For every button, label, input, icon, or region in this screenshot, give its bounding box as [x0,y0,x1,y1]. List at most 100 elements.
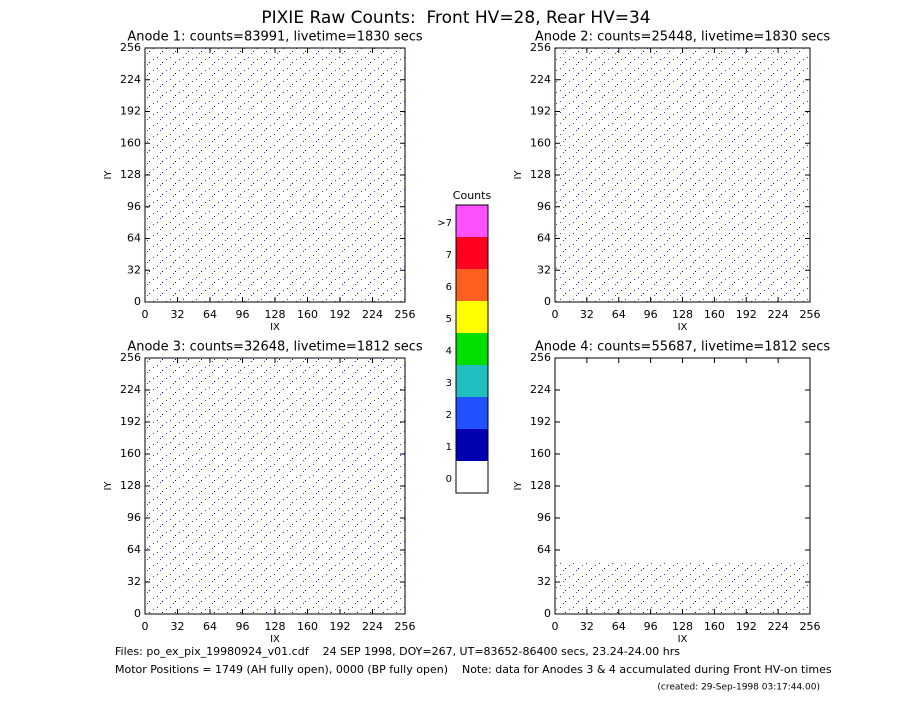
y-tick-label: 224 [120,383,141,396]
colorbar-box [456,205,488,237]
y-tick-label: 32 [127,263,141,276]
colorbar-box [456,237,488,269]
colorbar-box [456,397,488,429]
x-tick-label: 64 [203,620,217,633]
colorbar-label: 5 [446,314,452,325]
y-tick-label: 96 [127,511,141,524]
y-tick-label: 256 [120,41,141,54]
count-texture [145,48,405,302]
x-tick-label: 0 [552,620,559,633]
x-tick-label: 160 [704,620,725,633]
colorbar-label: >7 [437,218,452,229]
panel-title: Anode 2: counts=25448, livetime=1830 sec… [535,30,831,45]
x-tick-label: 0 [142,620,149,633]
x-tick-label: 128 [265,620,286,633]
y-axis-label: IY [513,481,524,491]
y-tick-label: 64 [537,232,551,245]
x-axis-label: IX [270,634,280,645]
y-tick-label: 256 [530,351,551,364]
x-tick-label: 160 [297,308,318,321]
y-axis-label: IY [103,170,114,180]
x-tick-label: 0 [552,308,559,321]
colorbar-box [456,333,488,365]
page-title: PIXIE Raw Counts: Front HV=28, Rear HV=3… [261,8,650,28]
x-tick-label: 224 [768,308,789,321]
y-tick-label: 160 [120,447,141,460]
y-tick-label: 128 [120,479,141,492]
colorbar-label: 4 [446,346,452,357]
y-tick-label: 64 [127,232,141,245]
x-tick-label: 32 [171,308,185,321]
y-tick-label: 0 [544,607,551,620]
x-tick-label: 64 [612,620,626,633]
panel-title: Anode 4: counts=55687, livetime=1812 sec… [535,340,831,355]
y-tick-label: 192 [120,105,141,118]
x-tick-label: 224 [362,620,383,633]
x-tick-label: 256 [800,308,821,321]
x-tick-label: 192 [736,620,757,633]
y-tick-label: 32 [537,263,551,276]
footer-line: Motor Positions = 1749 (AH fully open), … [115,663,832,676]
y-tick-label: 96 [537,200,551,213]
x-tick-label: 192 [330,308,351,321]
y-tick-label: 32 [127,575,141,588]
colorbar-label: 2 [446,410,452,421]
x-tick-label: 224 [362,308,383,321]
panel-title: Anode 1: counts=83991, livetime=1830 sec… [127,30,423,45]
x-tick-label: 64 [203,308,217,321]
y-tick-label: 256 [120,351,141,364]
count-texture [555,562,810,614]
count-texture [145,358,405,614]
panel-title: Anode 3: counts=32648, livetime=1812 sec… [127,340,423,355]
x-tick-label: 160 [297,620,318,633]
y-tick-label: 160 [530,136,551,149]
y-tick-label: 0 [134,607,141,620]
created-note: (created: 29-Sep-1998 03:17:44.00) [657,683,820,693]
colorbar-label: 0 [446,474,452,485]
colorbar-frame [455,204,489,494]
x-tick-label: 96 [644,308,658,321]
y-tick-label: 224 [530,73,551,86]
y-tick-label: 128 [530,479,551,492]
x-tick-label: 256 [395,620,416,633]
y-tick-label: 160 [530,447,551,460]
footer-line: Files: po_ex_pix_19980924_v01.cdf 24 SEP… [115,645,680,658]
x-tick-label: 96 [236,620,250,633]
x-axis-label: IX [270,322,280,333]
colorbar-title: Counts [453,189,492,202]
x-tick-label: 256 [395,308,416,321]
colorbar-box [456,429,488,461]
count-texture [555,48,810,302]
y-tick-label: 128 [120,168,141,181]
x-tick-label: 192 [736,308,757,321]
x-tick-label: 0 [142,308,149,321]
y-tick-label: 96 [537,511,551,524]
x-tick-label: 96 [236,308,250,321]
colorbar-label: 1 [446,442,452,453]
y-tick-label: 192 [530,415,551,428]
y-tick-label: 128 [530,168,551,181]
y-axis-label: IY [103,481,114,491]
y-tick-label: 96 [127,200,141,213]
y-axis-label: IY [513,170,524,180]
x-tick-label: 160 [704,308,725,321]
y-tick-label: 192 [530,105,551,118]
colorbar-label: 7 [446,250,452,261]
colorbar-label: 6 [446,282,452,293]
x-axis-label: IX [678,634,688,645]
x-tick-label: 32 [580,620,594,633]
x-tick-label: 128 [265,308,286,321]
x-tick-label: 32 [171,620,185,633]
x-tick-label: 256 [800,620,821,633]
x-axis-label: IX [678,322,688,333]
colorbar-box [456,461,488,493]
colorbar-box [456,269,488,301]
colorbar-box [456,365,488,397]
y-tick-label: 160 [120,136,141,149]
y-tick-label: 64 [127,543,141,556]
x-tick-label: 224 [768,620,789,633]
y-tick-label: 32 [537,575,551,588]
x-tick-label: 128 [672,620,693,633]
colorbar-box [456,301,488,333]
colorbar-label: 3 [446,378,452,389]
